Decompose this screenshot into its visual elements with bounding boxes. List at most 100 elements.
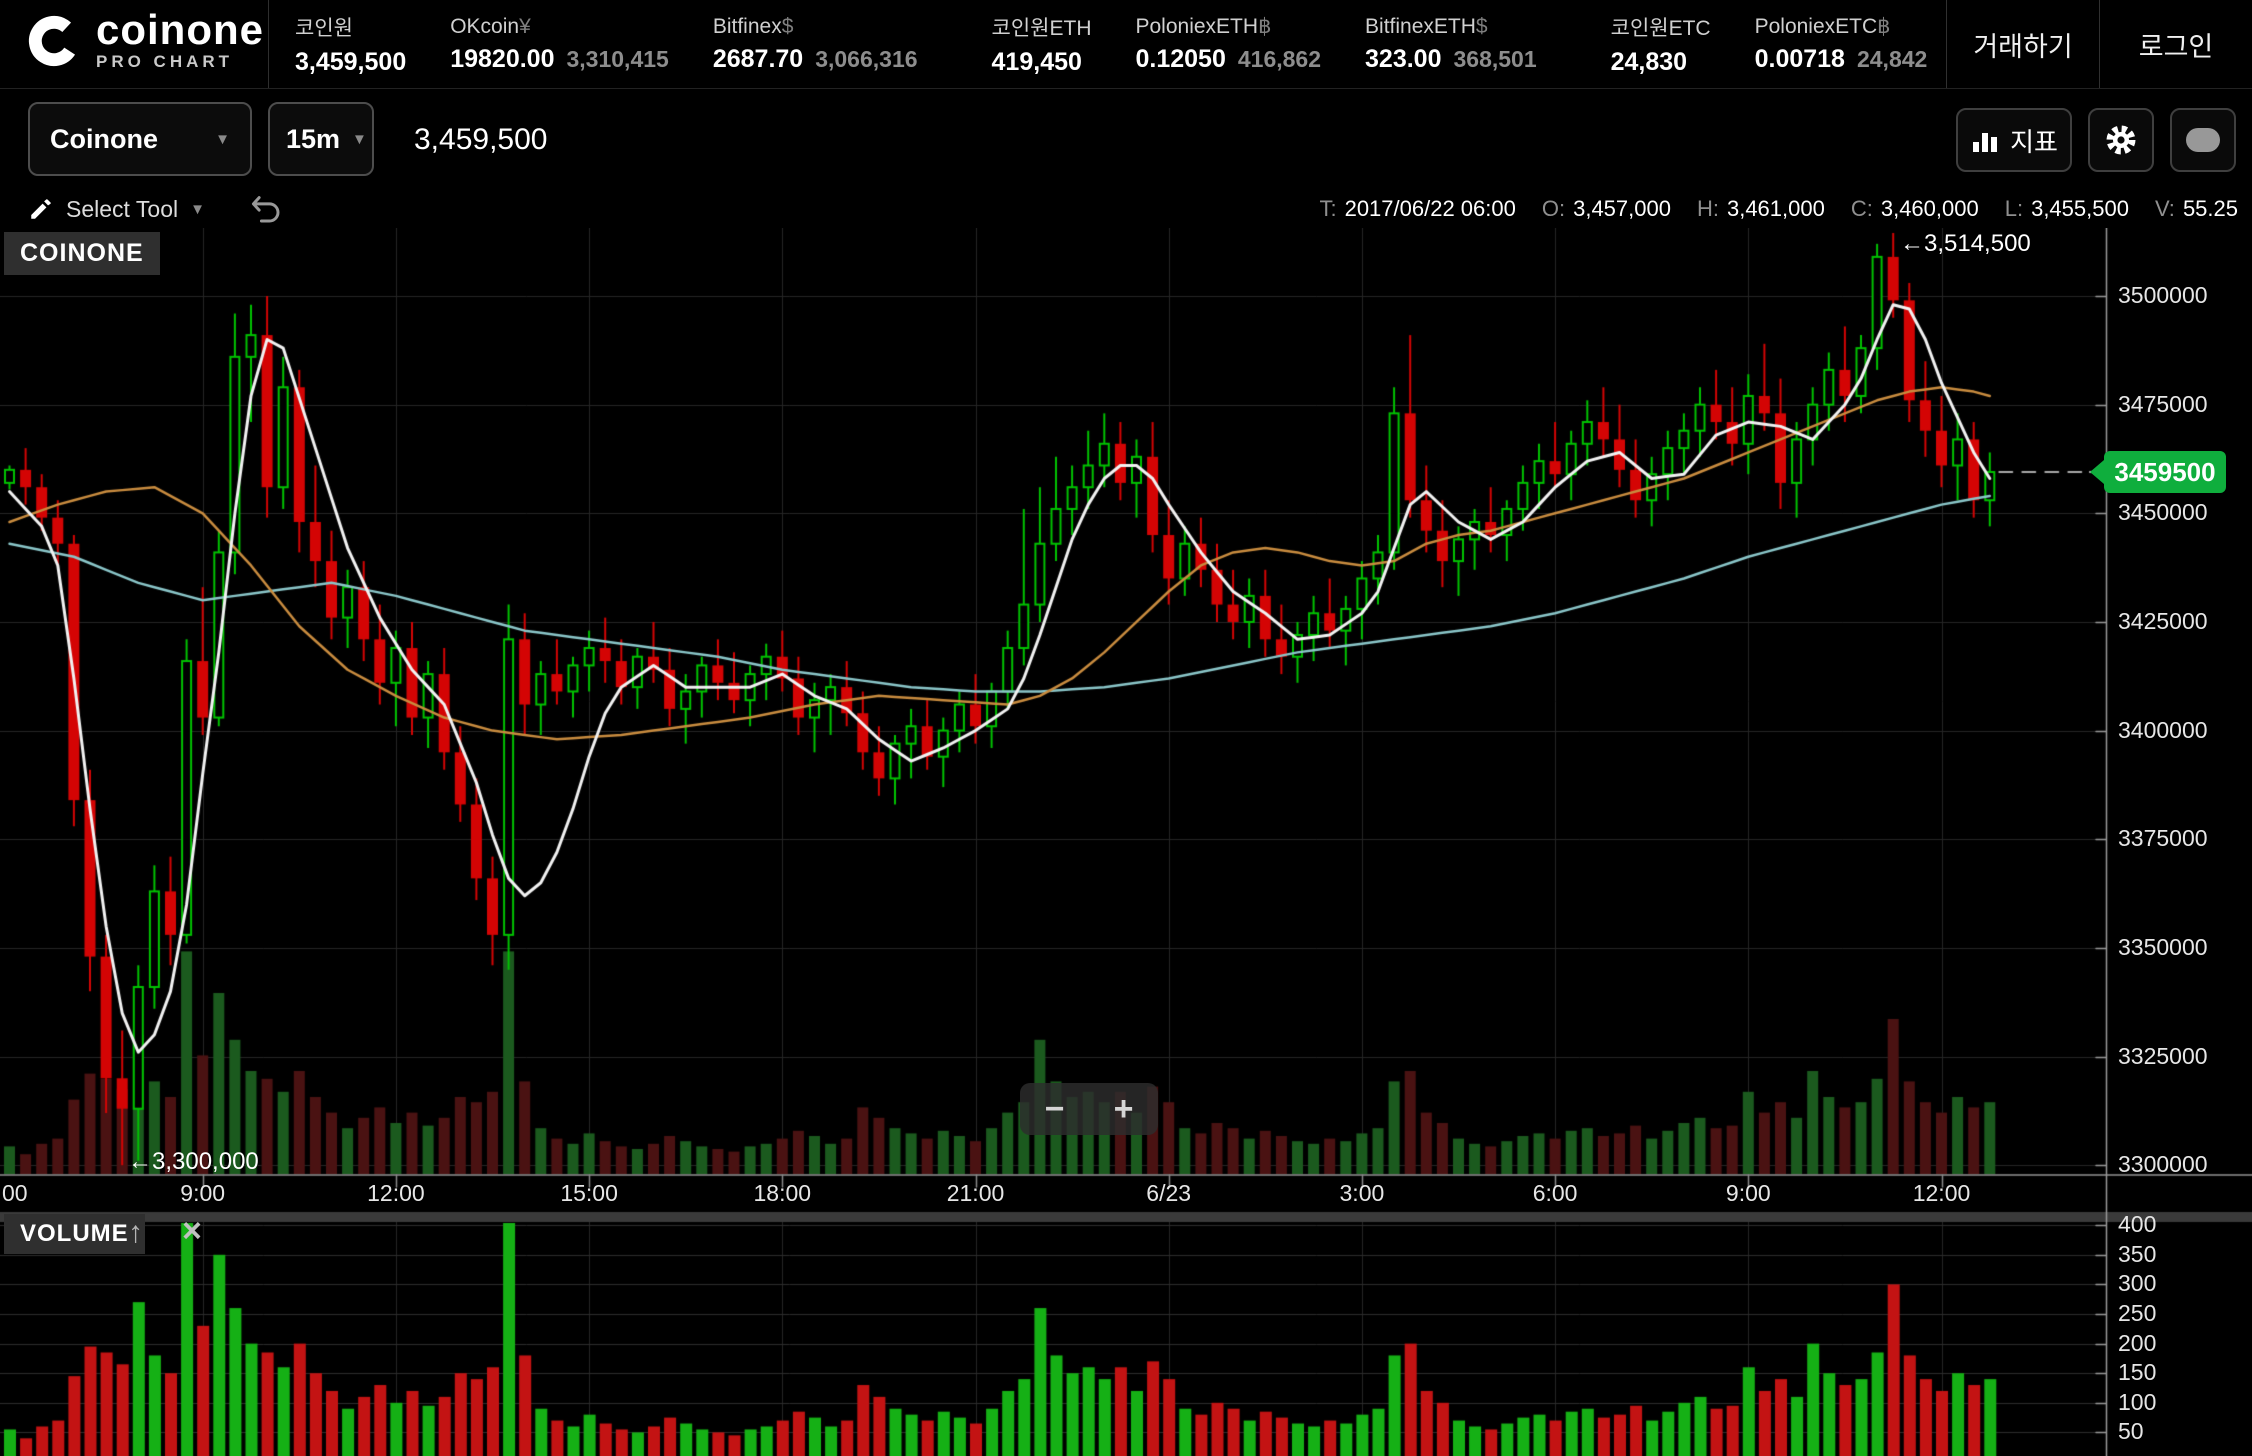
drawing-toolbar: Select Tool ▼ T: 2017/06/22 06:00 O: 3,457,… bbox=[0, 190, 2252, 228]
price-axis-label: 3400000 bbox=[2118, 716, 2208, 743]
chat-button[interactable] bbox=[2170, 108, 2236, 172]
time-axis-label: 15:00 bbox=[560, 1180, 618, 1206]
volume-axis-label: 100 bbox=[2118, 1388, 2157, 1415]
login-button[interactable]: 로그인 bbox=[2099, 0, 2252, 88]
current-price-display: 3,459,500 bbox=[414, 123, 548, 156]
bar-chart-icon bbox=[1973, 133, 1998, 152]
coinone-logo[interactable]: coinone PRO CHART bbox=[26, 6, 265, 72]
ticker-price: 24,830 bbox=[1610, 47, 1688, 76]
ticker-name: PoloniexETC฿ bbox=[1754, 15, 1891, 38]
ticker-name: 코인원ETC bbox=[1610, 16, 1711, 40]
interval-select[interactable]: 15m ▼ bbox=[268, 102, 374, 176]
time-axis-label: 12:00 bbox=[367, 1180, 425, 1206]
ticker-item[interactable]: 코인원ETC 24,830 bbox=[1611, 12, 1711, 77]
price-axis-label: 3325000 bbox=[2118, 1042, 2208, 1069]
ticker-item[interactable]: BitfinexETH$ 323.00 368,501 bbox=[1365, 15, 1537, 74]
ticker-secondary-price: 368,501 bbox=[1453, 45, 1537, 72]
ticker-name: BitfinexETH$ bbox=[1365, 14, 1488, 38]
exchange-select[interactable]: Coinone ▼ bbox=[28, 102, 252, 176]
ticker-price: 3,459,500 bbox=[295, 47, 407, 76]
ticker-price: 323.00 bbox=[1365, 44, 1442, 73]
price-axis-label: 3375000 bbox=[2118, 825, 2208, 852]
time-axis-label: 9:00 bbox=[1725, 1180, 1771, 1206]
chevron-down-icon: ▼ bbox=[215, 130, 230, 148]
ticker-item[interactable]: PoloniexETH฿ 0.12050 416,862 bbox=[1136, 14, 1322, 74]
ohlc-item: C: 3,460,000 bbox=[1850, 196, 1979, 221]
ohlc-item: H: 3,461,000 bbox=[1696, 196, 1825, 221]
price-axis-label: 3425000 bbox=[2118, 607, 2208, 634]
indicator-button-label: 지표 bbox=[2010, 126, 2058, 157]
time-axis-label: 6:00 bbox=[1532, 1180, 1578, 1206]
ticker-price: 2687.70 bbox=[712, 44, 804, 73]
ticker-price: 19820.00 bbox=[450, 44, 555, 73]
ticker-secondary-price: 416,862 bbox=[1237, 46, 1322, 72]
chevron-down-icon: ▼ bbox=[352, 130, 367, 148]
indicator-button[interactable]: 지표 bbox=[1956, 108, 2072, 172]
gear-icon bbox=[2106, 125, 2136, 155]
volume-axis-label: 400 bbox=[2118, 1211, 2157, 1238]
zoom-controls: − + bbox=[1020, 1083, 1158, 1135]
ticker-price: 0.00718 bbox=[1754, 45, 1845, 73]
time-axis-label: 12:00 bbox=[1912, 1180, 1971, 1206]
zoom-in-button[interactable]: + bbox=[1113, 1089, 1134, 1128]
volume-axis-label: 350 bbox=[2118, 1240, 2157, 1267]
time-axis-label: 3:00 bbox=[1339, 1180, 1385, 1206]
interval-select-value: 15m bbox=[286, 123, 341, 154]
move-panel-up-icon[interactable]: ↑ bbox=[128, 1216, 143, 1249]
ticker-name: PoloniexETH฿ bbox=[1135, 15, 1272, 38]
chevron-down-icon: ▼ bbox=[190, 200, 205, 218]
top-header: coinone PRO CHART 코인원 3,459,500 OKcoin¥ 198… bbox=[0, 0, 2252, 88]
settings-button[interactable] bbox=[2088, 108, 2154, 172]
session-low-annotation: ←3,300,000 bbox=[128, 1148, 259, 1175]
ticker-item[interactable]: Bitfinex$ 2687.70 3,066,316 bbox=[713, 15, 918, 74]
select-tool-button[interactable]: Select Tool ▼ bbox=[28, 190, 205, 228]
undo-icon bbox=[251, 196, 280, 223]
coinone-logo-icon bbox=[28, 15, 80, 67]
time-axis-label: 18:00 bbox=[753, 1180, 812, 1206]
ohlc-readout: T: 2017/06/22 06:00 O: 3,457,000 H: 3,461,000… bbox=[1319, 190, 2238, 228]
volume-axis-label: 300 bbox=[2118, 1270, 2157, 1297]
ticker-name: 코인원ETH bbox=[991, 16, 1092, 40]
chat-bubble-icon bbox=[2186, 128, 2220, 152]
time-axis-label: 9:00 bbox=[180, 1180, 226, 1206]
pencil-icon bbox=[31, 199, 51, 219]
logo-subtitle: PRO CHART bbox=[96, 52, 234, 71]
volume-axis-label: 200 bbox=[2118, 1329, 2157, 1356]
price-axis-label: 3500000 bbox=[2118, 282, 2208, 308]
ticker-price: 0.12050 bbox=[1135, 45, 1226, 73]
select-tool-label: Select Tool bbox=[66, 195, 179, 222]
close-panel-icon[interactable]: × bbox=[182, 1212, 202, 1250]
chart-area: COINONE ←3,514,500 ←3,300,000 3459500 − … bbox=[0, 228, 2252, 1456]
ticker-item[interactable]: 코인원ETH 419,450 bbox=[992, 12, 1092, 77]
ticker-secondary-price: 3,310,415 bbox=[566, 45, 669, 72]
ticker-name: OKcoin¥ bbox=[450, 14, 531, 38]
candlestick-chart-canvas[interactable] bbox=[0, 228, 2252, 1456]
ticker-secondary-price: 3,066,316 bbox=[815, 45, 918, 72]
volume-panel-label: VOLUME bbox=[4, 1214, 145, 1254]
ohlc-item: L: 3,455,500 bbox=[2004, 196, 2129, 221]
trade-button[interactable]: 거래하기 bbox=[1946, 0, 2099, 88]
ohlc-item: O: 3,457,000 bbox=[1541, 196, 1671, 221]
time-axis-label: 00 bbox=[2, 1180, 28, 1206]
chart-toolbar: Coinone ▼ 15m ▼ 3,459,500 지표 bbox=[0, 88, 2252, 192]
undo-button[interactable] bbox=[250, 194, 282, 229]
ticker-item[interactable]: 코인원 3,459,500 bbox=[295, 12, 406, 77]
volume-axis-label: 50 bbox=[2118, 1418, 2144, 1445]
ticker-secondary-price: 24,842 bbox=[1856, 46, 1928, 72]
time-axis-label: 21:00 bbox=[946, 1180, 1005, 1206]
zoom-out-button[interactable]: − bbox=[1044, 1089, 1065, 1128]
ticker-item[interactable]: PoloniexETC฿ 0.00718 24,842 bbox=[1755, 14, 1928, 74]
current-price-tag: 3459500 bbox=[2090, 451, 2226, 493]
exchange-watermark: COINONE bbox=[4, 232, 160, 275]
logo-title: coinone bbox=[96, 6, 265, 53]
ticker-name: 코인원 bbox=[295, 16, 353, 40]
ticker-list: 코인원 3,459,500 OKcoin¥ 19820.00 3,310,415 Bitf… bbox=[268, 0, 1946, 88]
price-axis-label: 3300000 bbox=[2118, 1151, 2208, 1178]
ohlc-item: V: 55.25 bbox=[2154, 196, 2238, 221]
session-high-annotation: ←3,514,500 bbox=[1900, 230, 2031, 257]
ticker-name: Bitfinex$ bbox=[712, 14, 794, 38]
volume-axis-label: 250 bbox=[2118, 1300, 2157, 1326]
ticker-item[interactable]: OKcoin¥ 19820.00 3,310,415 bbox=[450, 15, 669, 74]
exchange-select-value: Coinone bbox=[50, 123, 158, 154]
price-axis-label: 3450000 bbox=[2118, 499, 2208, 526]
